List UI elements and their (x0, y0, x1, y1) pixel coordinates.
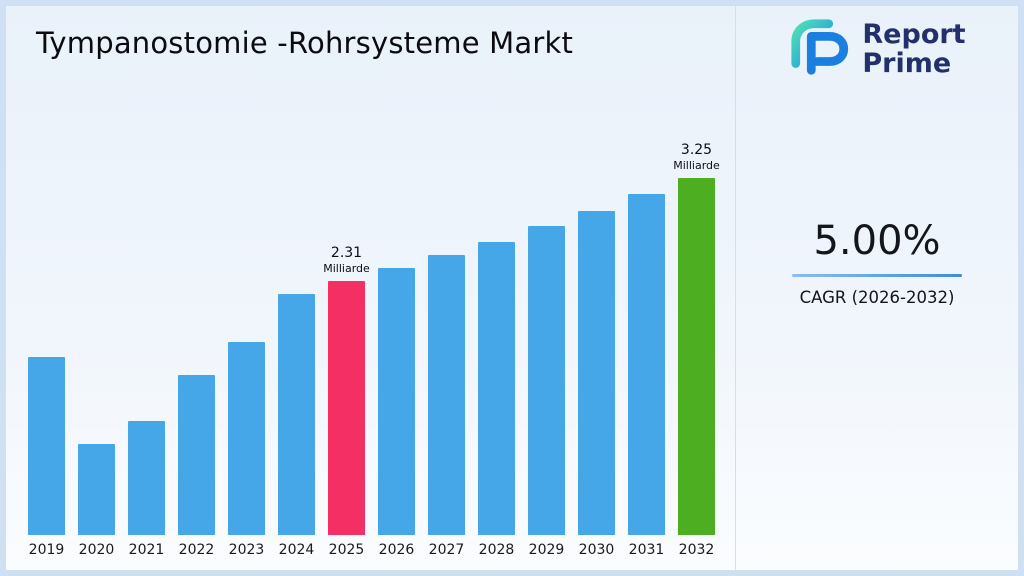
bar-chart: 2019 2020 2021 2022 2023 2024 2.31 Milliarde 202… (6, 142, 735, 570)
bar-column-2030: 2030 (578, 211, 615, 558)
bar-unit-2025: Milliarde (323, 262, 370, 276)
bar-2027 (428, 255, 465, 535)
bar-column-2022: 2022 (178, 375, 215, 558)
bar-unit-2032: Milliarde (673, 159, 720, 173)
bar-2026 (378, 268, 415, 535)
page-title: Tympanostomie -Rohrsysteme Markt (36, 26, 574, 60)
bar-column-2031: 2031 (628, 194, 665, 558)
x-axis-label-2028: 2028 (478, 542, 515, 558)
bar-2029 (528, 226, 565, 535)
bar-2030 (578, 211, 615, 535)
report-prime-logo-icon (788, 18, 852, 80)
x-axis-label-2026: 2026 (378, 542, 415, 558)
bar-2023 (228, 342, 265, 535)
bar-2031 (628, 194, 665, 535)
bar-2032 (678, 178, 715, 535)
bar-column-2032: 3.25 Milliarde 2032 (673, 142, 720, 558)
report-prime-logo: Report Prime (788, 18, 966, 80)
cagr-block: 5.00% CAGR (2026-2032) (792, 218, 962, 307)
bar-2021 (128, 421, 165, 535)
cagr-value: 5.00% (813, 218, 941, 264)
bar-value-label-2025: 2.31 Milliarde (323, 245, 370, 276)
bar-column-2027: 2027 (428, 255, 465, 558)
x-axis-label-2023: 2023 (228, 542, 265, 558)
logo-word-report: Report (862, 18, 966, 50)
x-axis-label-2025: 2025 (328, 542, 365, 558)
bar-value-label-2032: 3.25 Milliarde (673, 142, 720, 173)
bar-column-2019: 2019 (28, 357, 65, 558)
x-axis-label-2027: 2027 (428, 542, 465, 558)
bar-column-2020: 2020 (78, 444, 115, 558)
bar-value-2025: 2.31 (330, 244, 363, 261)
bar-column-2024: 2024 (278, 294, 315, 558)
bar-value-2032: 3.25 (680, 141, 713, 158)
bar-column-2025: 2.31 Milliarde 2025 (323, 245, 370, 558)
bar-2025 (328, 281, 365, 535)
x-axis-label-2022: 2022 (178, 542, 215, 558)
x-axis-label-2032: 2032 (678, 542, 715, 558)
x-axis-label-2031: 2031 (628, 542, 665, 558)
side-panel: Report Prime 5.00% CAGR (2026-2032) (735, 6, 1018, 570)
bar-2024 (278, 294, 315, 535)
x-axis-label-2020: 2020 (78, 542, 115, 558)
bar-column-2021: 2021 (128, 421, 165, 558)
cagr-underline (792, 274, 962, 277)
bar-column-2023: 2023 (228, 342, 265, 558)
x-axis-label-2019: 2019 (28, 542, 65, 558)
bar-2028 (478, 242, 515, 535)
bar-column-2028: 2028 (478, 242, 515, 558)
logo-word-prime: Prime (862, 48, 952, 79)
x-axis-label-2030: 2030 (578, 542, 615, 558)
bar-2022 (178, 375, 215, 535)
x-axis-label-2024: 2024 (278, 542, 315, 558)
bar-column-2029: 2029 (528, 226, 565, 558)
logo-wordmark: Report Prime (862, 20, 965, 78)
chart-section: Tympanostomie -Rohrsysteme Markt 2019 202… (6, 6, 735, 570)
bar-2020 (78, 444, 115, 535)
cagr-label: CAGR (2026-2032) (799, 288, 955, 307)
x-axis-label-2021: 2021 (128, 542, 165, 558)
bar-2019 (28, 357, 65, 535)
bar-column-2026: 2026 (378, 268, 415, 558)
x-axis-label-2029: 2029 (528, 542, 565, 558)
